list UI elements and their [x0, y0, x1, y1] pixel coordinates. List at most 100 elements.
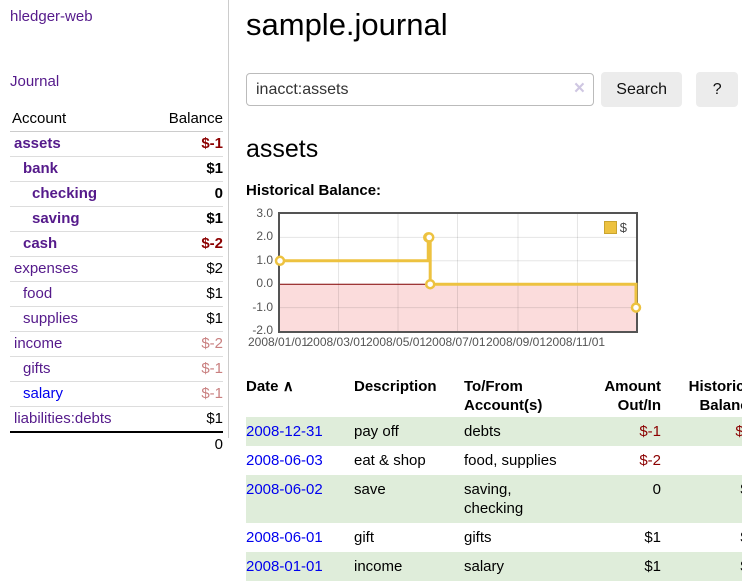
account-balance: $1 [148, 306, 223, 332]
help-button[interactable]: ? [696, 72, 738, 107]
account-balance: $-1 [148, 356, 223, 382]
x-tick-label: 2008/09/01 [485, 335, 546, 349]
y-tick-label: 1.0 [256, 252, 273, 267]
account-balance: $1 [148, 156, 223, 182]
sidebar: hledger-web Journal Account Balance asse… [0, 0, 229, 457]
account-row: liabilities:debts $1 [10, 406, 223, 433]
y-tick-label: -2.0 [252, 323, 273, 337]
account-row: income $-2 [10, 331, 223, 357]
account-row: checking 0 [10, 181, 223, 207]
chart-marker [423, 232, 435, 243]
register-row[interactable]: 2008-06-02 save saving, checking 0$2 [246, 475, 742, 523]
accounts-header-balance: Balance [148, 107, 223, 132]
register-amount-cell: $1 [644, 529, 661, 546]
account-link[interactable]: supplies [23, 310, 79, 327]
transaction-date-link[interactable]: 2008-06-02 [246, 481, 323, 498]
brand-link[interactable]: hledger-web [10, 8, 93, 25]
account-row: assets $-1 [10, 131, 223, 157]
account-link[interactable]: salary [23, 385, 64, 402]
account-link[interactable]: bank [23, 160, 59, 177]
register-date-cell: 2008-12-31 [246, 417, 354, 446]
account-link[interactable]: assets [14, 135, 61, 152]
accounts-header-row: Account Balance [10, 107, 223, 132]
accounts-total-spacer [10, 431, 149, 457]
register-header-amount: Amount Out/In [604, 378, 661, 414]
transaction-date-link[interactable]: 2008-06-03 [246, 452, 323, 469]
account-link[interactable]: checking [32, 185, 98, 202]
register-balance-cell: 0 [661, 446, 742, 475]
sidebar-item-journal[interactable]: Journal [10, 73, 60, 90]
account-row: salary $-1 [10, 381, 223, 407]
account-link[interactable]: food [23, 285, 53, 302]
x-tick-label: 2008/05/01 [365, 335, 427, 349]
chart-marker [630, 302, 642, 313]
y-tick-label: -1.0 [252, 299, 273, 314]
account-link[interactable]: liabilities:debts [14, 410, 112, 427]
register-amount-cell: $-2 [639, 452, 661, 469]
x-tick-label: 2008/03/01 [306, 335, 367, 349]
accounts-header-account: Account [10, 107, 149, 132]
register-description-cell: eat & shop [354, 452, 426, 469]
transaction-date-link[interactable]: 2008-06-01 [246, 529, 323, 546]
account-row: expenses $2 [10, 256, 223, 282]
account-cell: salary [10, 381, 149, 407]
account-heading: assets [246, 135, 319, 163]
account-cell: liabilities:debts [10, 406, 149, 433]
register-description-cell: gift [354, 529, 375, 546]
search-input[interactable] [246, 73, 594, 106]
chart-marker [424, 278, 436, 290]
y-tick-label: 3.0 [256, 206, 273, 220]
register-balance-cell: $-1 [735, 423, 742, 440]
register-row[interactable]: 2008-06-03 eat & shop food, supplies $-20 [246, 446, 742, 475]
search-input-wrap: × [246, 73, 594, 106]
account-link[interactable]: saving [32, 210, 80, 227]
balance-chart: $ 3.0 2.0 1.0 0.0 -1.0 -2.0 2008/01/01 2008/03/… [246, 206, 738, 354]
account-balance: $-2 [148, 231, 223, 257]
register-date-cell: 2008-01-01 [246, 552, 354, 581]
x-tick-label: 2008/01/01 [247, 335, 309, 349]
account-balance: $1 [148, 206, 223, 232]
account-cell: checking [10, 181, 149, 207]
search-button[interactable]: Search [601, 72, 683, 107]
register-row[interactable]: 2008-01-01 income salary $1$1 [246, 552, 742, 581]
register-accounts-cell: saving, checking [464, 481, 524, 517]
register-amount-cell: $1 [644, 558, 661, 575]
account-link[interactable]: expenses [14, 260, 79, 277]
register-balance-cell: $1 [661, 552, 742, 581]
register-date-cell: 2008-06-02 [246, 475, 354, 523]
chart-legend: $ [603, 220, 627, 235]
register-table-body: 2008-12-31 pay off debts $-1 $-1 2008-06-03 ea… [246, 417, 742, 581]
transaction-date-link[interactable]: 2008-01-01 [246, 558, 323, 575]
register-amount-cell: $-1 [639, 423, 661, 440]
accounts-table: Account Balance assets $-1 bank $1 checking 0… [10, 107, 223, 457]
x-tick-label: 2008/07/01 [425, 335, 486, 349]
account-cell: assets [10, 131, 149, 157]
page-title: sample.journal [246, 7, 448, 42]
chart-canvas [274, 214, 642, 331]
account-cell: food [10, 281, 149, 307]
register-row[interactable]: 2008-12-31 pay off debts $-1 $-1 [246, 417, 742, 446]
register-accounts-cell: gifts [464, 529, 492, 546]
register-table: Date ∧ Description To/From Account(s) Am… [246, 375, 742, 581]
account-link[interactable]: income [14, 335, 63, 352]
account-balance: 0 [148, 181, 223, 207]
account-link[interactable]: cash [23, 235, 58, 252]
account-balance: $2 [148, 256, 223, 282]
account-link[interactable]: gifts [23, 360, 51, 377]
account-cell: bank [10, 156, 149, 182]
account-row: supplies $1 [10, 306, 223, 332]
account-cell: saving [10, 206, 149, 232]
transaction-date-link[interactable]: 2008-12-31 [246, 423, 323, 440]
register-header-balance: Historical Balance [688, 378, 742, 414]
account-balance: $1 [148, 406, 223, 433]
register-header-description: Description [354, 378, 437, 395]
main-content: sample.journal × Search ? assets Histori… [246, 0, 742, 581]
register-balance-cell: $2 [661, 523, 742, 552]
clear-search-icon[interactable]: × [573, 78, 585, 99]
y-tick-label: 0.0 [256, 276, 273, 291]
search-form: × Search ? [246, 72, 738, 107]
register-description-cell: income [354, 558, 403, 575]
register-row[interactable]: 2008-06-01 gift gifts $1$2 [246, 523, 742, 552]
register-header-date[interactable]: Date ∧ [246, 378, 294, 395]
